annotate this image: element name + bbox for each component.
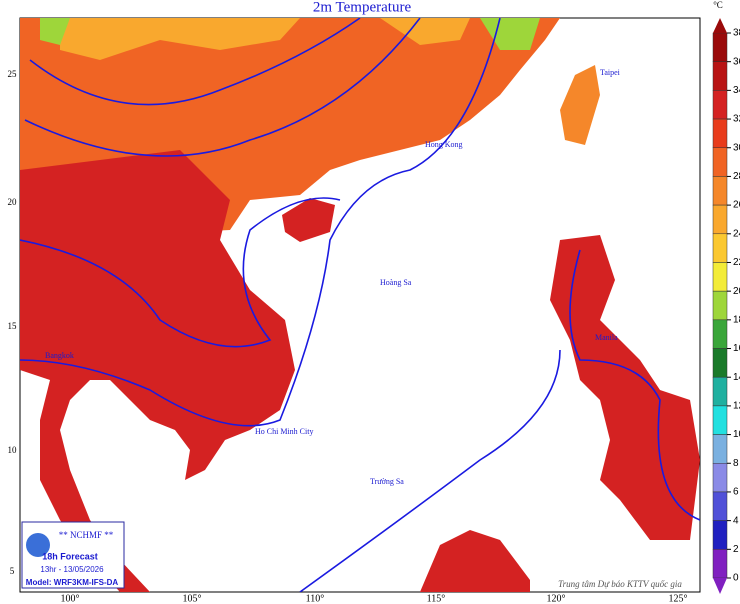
place-label: Bangkok <box>45 351 74 360</box>
colorbar-tick-label: 24 <box>733 228 740 239</box>
colorbar-tick-label: 32 <box>733 114 740 125</box>
lat-label: 5 <box>10 566 15 576</box>
colorbar: 38363432302826242220181614121086420 <box>712 18 740 594</box>
lon-label: 100° <box>61 593 80 604</box>
colorbar-tick-label: 6 <box>733 487 739 498</box>
colorbar-tick-label: 2 <box>733 544 739 555</box>
colorbar-tick-label: 22 <box>733 257 740 268</box>
lon-label: 110° <box>306 593 325 604</box>
lon-label: 125° <box>669 593 688 604</box>
place-label: Ho Chi Minh City <box>255 427 313 436</box>
colorbar-segment <box>712 319 728 349</box>
cool-patch <box>40 18 540 50</box>
place-label: Manila <box>595 333 618 342</box>
lon-label: 105° <box>183 593 202 604</box>
place-label: Hoàng Sa <box>380 278 412 287</box>
colorbar-segment <box>712 434 728 464</box>
colorbar-tick-label: 16 <box>733 343 740 354</box>
place-label: Hong Kong <box>425 140 463 149</box>
colorbar-segment <box>712 176 728 206</box>
colorbar-segment <box>712 61 728 91</box>
colorbar-segment <box>712 147 728 177</box>
colorbar-segment <box>712 463 728 493</box>
land-taiwan <box>560 65 600 145</box>
place-label: Taipei <box>600 68 621 77</box>
colorbar-tick-label: 30 <box>733 142 740 153</box>
colorbar-tick-label: 14 <box>733 372 740 383</box>
colorbar-segment <box>712 520 728 550</box>
colorbar-segment <box>712 290 728 321</box>
land-borneo <box>420 530 530 592</box>
lon-label: 120° <box>547 593 566 604</box>
colorbar-tick-label: 34 <box>733 85 740 96</box>
colorbar-tick-label: 0 <box>733 573 739 584</box>
colorbar-tick-label: 36 <box>733 56 740 67</box>
colorbar-tick-label: 28 <box>733 171 740 182</box>
colorbar-unit: °C <box>713 0 723 10</box>
colorbar-segment <box>712 549 728 579</box>
info-org: ** NCHMF ** <box>59 530 114 540</box>
colorbar-tick-label: 20 <box>733 286 740 297</box>
info-time: 13hr - 13/05/2026 <box>40 565 104 574</box>
land-philippines <box>550 235 700 540</box>
map-area <box>19 17 701 593</box>
colorbar-tick-label: 4 <box>733 515 739 526</box>
lon-label: 115° <box>427 593 446 604</box>
colorbar-segment <box>712 118 728 148</box>
colorbar-top-cap <box>713 18 727 33</box>
colorbar-segment <box>712 405 728 435</box>
map-title: 2m Temperature <box>313 0 412 15</box>
colorbar-tick-label: 12 <box>733 401 740 412</box>
isobars <box>20 18 700 592</box>
colorbar-bottom-cap <box>713 578 727 594</box>
footer: Trung tâm Dự báo KTTV quốc gia <box>558 579 682 589</box>
logo <box>26 533 50 557</box>
colorbar-segment <box>712 90 728 120</box>
lat-label: 15 <box>8 321 18 331</box>
colorbar-tick-label: 38 <box>733 28 740 39</box>
colorbar-tick-label: 8 <box>733 458 739 469</box>
land-indochina <box>20 150 295 592</box>
colorbar-tick-label: 26 <box>733 200 740 211</box>
colorbar-tick-label: 18 <box>733 314 740 325</box>
lat-label: 25 <box>8 69 18 79</box>
colorbar-tick-label: 10 <box>733 429 740 440</box>
lat-label: 20 <box>8 197 18 207</box>
warm-north <box>60 18 470 60</box>
colorbar-segment <box>712 262 728 292</box>
colorbar-segment <box>712 491 728 521</box>
colorbar-segment <box>712 204 728 235</box>
land-hainan <box>282 198 335 242</box>
info-box: ** NCHMF ** 18h Forecast 13hr - 13/05/20… <box>21 521 125 589</box>
place-label: Trường Sa <box>370 477 404 486</box>
lat-label: 10 <box>8 445 18 455</box>
info-forecast: 18h Forecast <box>42 551 98 561</box>
colorbar-segment <box>712 32 728 62</box>
colorbar-segment <box>712 233 728 263</box>
info-model: Model: WRF3KM-IFS-DA <box>26 578 119 587</box>
colorbar-segment <box>712 348 728 378</box>
colorbar-segment <box>712 376 728 407</box>
